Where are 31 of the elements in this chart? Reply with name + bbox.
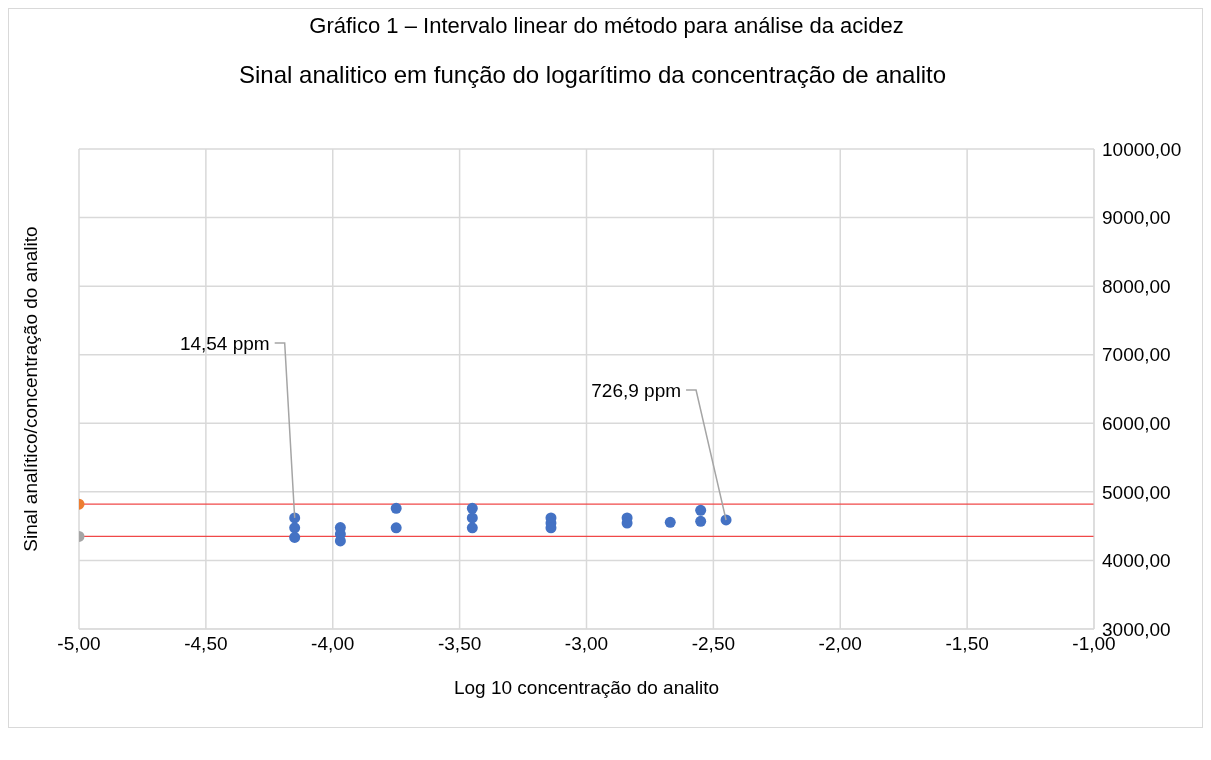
- annotation: 14,54 ppm: [179, 332, 270, 354]
- point: [289, 522, 301, 534]
- x-tick-label: -5,00: [57, 633, 101, 655]
- chart-title: Gráfico 1 – Intervalo linear do método para análise da acidez: [308, 13, 905, 39]
- y-axis-title: Sinal analítico/concentração do analito: [20, 226, 42, 552]
- point: [466, 522, 478, 534]
- y-tick-label: 7000,00: [1102, 344, 1171, 366]
- y-tick-label: 8000,00: [1102, 275, 1171, 297]
- point: [289, 531, 301, 543]
- x-tick-label: -3,00: [564, 633, 609, 655]
- point: [390, 522, 402, 534]
- point: [466, 502, 478, 514]
- chart-subtitle: Sinal analitico em função do logarítimo da concentração de analito: [239, 61, 947, 89]
- point: [664, 516, 676, 528]
- x-tick-label: -1,50: [945, 633, 989, 655]
- x-axis-title: Log 10 concentração do analito: [453, 677, 720, 698]
- x-tick-label: -2,50: [691, 633, 736, 655]
- x-tick-label: -3,50: [437, 633, 482, 655]
- y-tick-label: 5000,00: [1102, 481, 1171, 503]
- y-tick-label: 10000,00: [1102, 138, 1182, 160]
- y-tick-label: 9000,00: [1102, 207, 1171, 229]
- point: [390, 502, 402, 514]
- annotation: 726,9 ppm: [591, 379, 682, 401]
- y-tick-label: 6000,00: [1102, 413, 1171, 435]
- x-tick-label: -2,00: [818, 633, 862, 655]
- point: [466, 512, 478, 524]
- point: [695, 504, 707, 516]
- point: [695, 515, 707, 527]
- x-tick-label: -4,50: [184, 633, 228, 655]
- y-tick-label: 4000,00: [1102, 550, 1171, 572]
- x-tick-label: -4,00: [311, 633, 355, 655]
